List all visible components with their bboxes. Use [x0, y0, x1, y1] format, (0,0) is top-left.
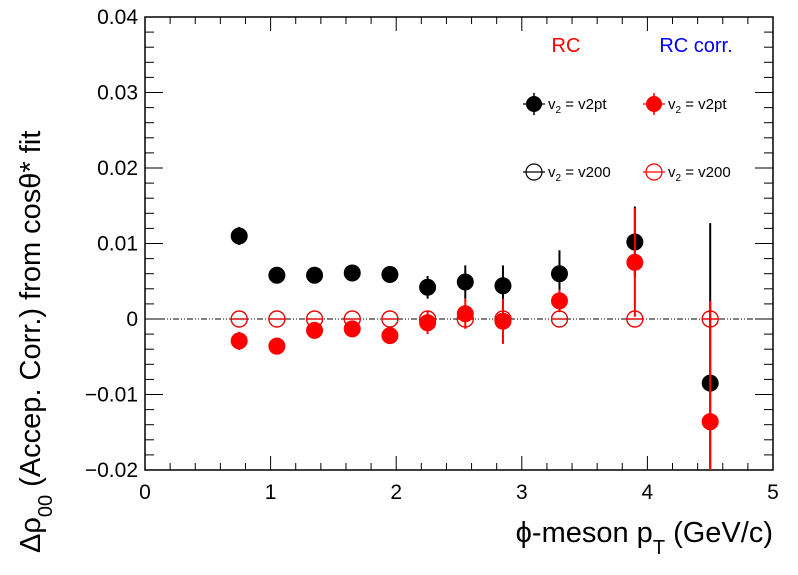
marker-filled — [230, 332, 248, 350]
marker-filled — [230, 227, 248, 245]
legend-label-subscript: 2 — [676, 173, 682, 184]
data-point-filled — [381, 265, 399, 283]
legend-label-main: v — [668, 96, 676, 113]
marker-filled — [419, 278, 437, 296]
x-tick-label: 2 — [390, 481, 402, 504]
y-tick-label: −0.01 — [85, 384, 138, 407]
data-point-open — [268, 310, 286, 328]
y-tick-label: 0.03 — [97, 82, 138, 105]
data-point-filled — [419, 275, 437, 299]
marker-filled — [306, 266, 324, 284]
marker-filled — [550, 292, 568, 310]
y-tick-label: 0.02 — [97, 157, 138, 180]
x-tick-label: 0 — [139, 481, 151, 504]
legend-label-main: v — [548, 96, 556, 113]
marker-filled — [456, 273, 474, 291]
data-point-filled — [306, 321, 324, 339]
data-point-filled — [419, 311, 437, 335]
marker-filled — [456, 305, 474, 323]
legend-marker-filled — [526, 96, 542, 112]
legend-entry: v2 = v2pt — [523, 93, 607, 116]
marker-filled — [701, 413, 719, 431]
marker-filled — [550, 265, 568, 283]
legend-label-rest: = v200 — [681, 164, 731, 181]
data-point-open — [230, 310, 248, 328]
legend-entry: v2 = v200 — [643, 163, 731, 184]
data-point-filled — [550, 289, 568, 313]
legend-marker-filled — [646, 96, 662, 112]
marker-filled — [626, 253, 644, 271]
legend-label: v2 = v200 — [548, 164, 611, 184]
x-axis-title-subscript: T — [653, 537, 665, 559]
legend-label: v2 = v2pt — [668, 96, 727, 116]
axis-labels: 0 1 2 3 4 5 −0.02 −0.01 0 0.01 0.02 0.03 0.04 ϕ-meson… — [15, 6, 779, 559]
legend-label-main: v — [668, 164, 676, 181]
legend-label-main: v — [548, 164, 556, 181]
data-point-open — [381, 310, 399, 328]
y-tick-label: −0.02 — [85, 459, 138, 482]
x-tick-label: 3 — [516, 481, 528, 504]
x-axis-title-main: ϕ-meson p — [516, 517, 653, 549]
data-point-filled — [701, 300, 719, 470]
legend-column-header: RC corr. — [659, 35, 732, 57]
data-points — [230, 206, 719, 470]
marker-filled — [306, 321, 324, 339]
data-point-filled — [381, 327, 399, 345]
data-point-filled — [230, 226, 248, 246]
legend-label-rest: = v2pt — [681, 96, 727, 113]
marker-filled — [494, 312, 512, 330]
x-axis-title-rest: (GeV/c) — [665, 517, 773, 549]
legend-column-header: RC — [552, 35, 581, 57]
data-point-filled — [456, 265, 474, 299]
data-point-filled — [230, 331, 248, 350]
marker-filled — [381, 265, 399, 283]
y-tick-label: 0 — [126, 308, 138, 331]
data-point-filled — [494, 298, 512, 344]
x-tick-label: 5 — [767, 481, 779, 504]
data-point-filled — [550, 250, 568, 298]
data-point-filled — [626, 208, 644, 317]
y-axis-title-main: Δρ — [15, 517, 47, 553]
legend-label: v2 = v2pt — [548, 96, 607, 116]
marker-filled — [343, 320, 361, 338]
legend-label-rest: = v2pt — [561, 96, 607, 113]
legend-label: v2 = v200 — [668, 164, 731, 184]
marker-filled — [268, 266, 286, 284]
marker-filled — [419, 314, 437, 332]
x-tick-label: 1 — [265, 481, 277, 504]
legend-label-subscript: 2 — [556, 105, 562, 116]
y-axis-title-subscript: 00 — [35, 495, 57, 517]
x-tick-label: 4 — [642, 481, 654, 504]
data-point-filled — [456, 298, 474, 329]
legend-label-subscript: 2 — [676, 105, 682, 116]
legend-marker-open — [645, 163, 663, 181]
data-point-filled — [343, 320, 361, 338]
y-axis-title: Δρ00 (Accep. Corr.) from cosθ* fit — [15, 131, 57, 553]
y-tick-label: 0.04 — [97, 6, 138, 29]
y-axis-title-rest: (Accep. Corr.) from cosθ* fit — [15, 131, 47, 495]
data-point-filled — [306, 266, 324, 284]
marker-filled — [381, 327, 399, 345]
x-axis-title: ϕ-meson pT (GeV/c) — [516, 517, 773, 559]
marker-filled — [268, 337, 286, 355]
data-point-filled — [343, 264, 361, 282]
y-tick-label: 0.01 — [97, 233, 138, 256]
legend-entry: v2 = v2pt — [643, 93, 727, 116]
legend-label-rest: = v200 — [561, 164, 611, 181]
data-point-filled — [268, 266, 286, 284]
marker-filled — [343, 264, 361, 282]
legend-marker-open — [525, 163, 543, 181]
legend-label-subscript: 2 — [556, 173, 562, 184]
data-point-open — [550, 310, 569, 328]
legend-entry: v2 = v200 — [523, 163, 611, 184]
data-point-filled — [268, 337, 286, 355]
marker-filled — [494, 277, 512, 295]
